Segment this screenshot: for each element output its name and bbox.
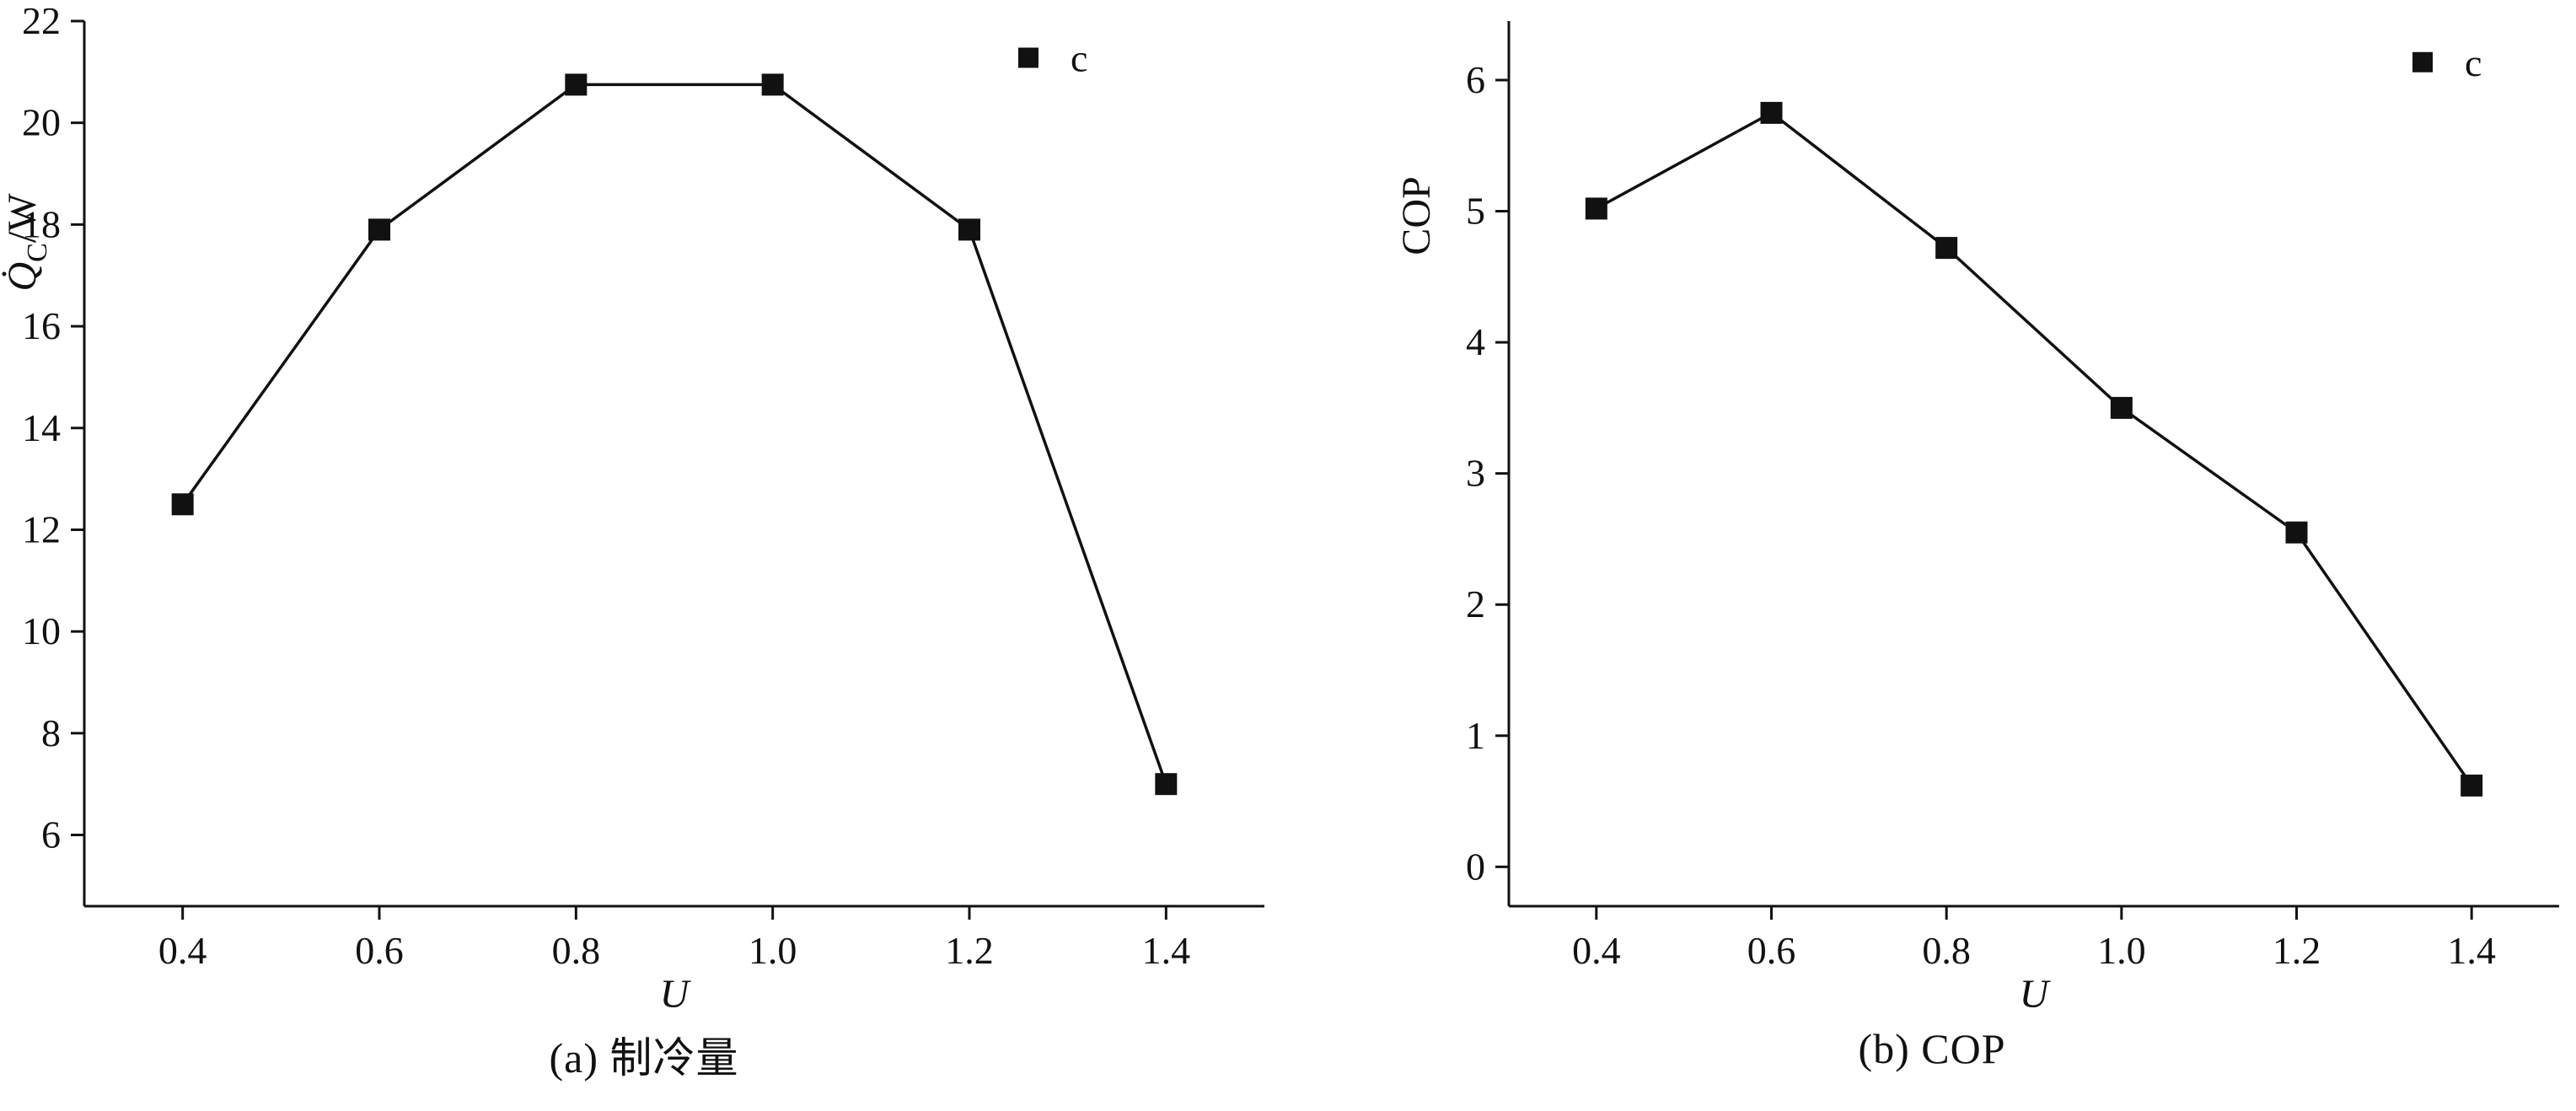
svg-text:16: 16 [22, 304, 61, 347]
svg-text:6: 6 [41, 813, 61, 856]
svg-text:1: 1 [1466, 714, 1485, 757]
svg-text:18: 18 [22, 202, 61, 245]
svg-text:20: 20 [22, 101, 61, 144]
svg-text:8: 8 [41, 711, 61, 754]
svg-text:2: 2 [1466, 582, 1485, 625]
svg-text:1.4: 1.4 [1142, 929, 1191, 972]
svg-text:COP: COP [1394, 176, 1439, 255]
legend-label-0: c [1071, 37, 1087, 80]
subfigure-cooling-capacity: 6 8 10 12 14 16 18 20 22 0.4 0.6 0.8 1.0 1.2 1.4 U Q̇C/W… [0, 0, 1264, 1081]
svg-text:5: 5 [1466, 190, 1485, 233]
svg-text:1.0: 1.0 [749, 929, 797, 972]
svg-text:0.8: 0.8 [1922, 929, 1971, 972]
svg-text:U: U [2020, 972, 2052, 1007]
svg-text:4: 4 [1466, 320, 1485, 363]
svg-text:0.6: 0.6 [355, 929, 404, 972]
svg-text:6: 6 [1466, 58, 1485, 101]
svg-text:22: 22 [22, 0, 61, 42]
svg-text:3: 3 [1466, 452, 1485, 495]
subfigure-cop: 0 1 2 3 4 5 6 0.4 0.6 0.8 1.0 1.2 1.4 U COP c (b) COP [1288, 0, 2576, 1111]
chart-cooling-capacity-canvas: 6 8 10 12 14 16 18 20 22 0.4 0.6 0.8 1.0 1.2 1.4 U Q̇C/W… [0, 0, 1264, 1007]
svg-text:0.6: 0.6 [1747, 929, 1796, 972]
svg-text:0.4: 0.4 [1572, 929, 1621, 972]
svg-text:0.8: 0.8 [552, 929, 601, 972]
svg-text:1.0: 1.0 [2097, 929, 2146, 972]
svg-text:1.4: 1.4 [2447, 929, 2496, 972]
svg-text:U: U [660, 972, 692, 1007]
svg-text:1.2: 1.2 [2273, 929, 2321, 972]
svg-text:0: 0 [1466, 845, 1485, 888]
caption-b: (b) COP [1858, 1025, 2006, 1072]
legend-marker-0 [1018, 47, 1038, 68]
legend-label-1: c [2465, 41, 2482, 84]
svg-text:10: 10 [22, 609, 61, 652]
svg-text:1.2: 1.2 [945, 929, 994, 972]
svg-text:Q̇C/W: Q̇C/W [0, 193, 53, 292]
caption-a: (a) 制冷量 [549, 1034, 739, 1081]
legend-marker-1 [2412, 51, 2434, 72]
svg-text:14: 14 [22, 406, 61, 449]
svg-text:0.4: 0.4 [158, 929, 207, 972]
chart-cop-canvas: 0 1 2 3 4 5 6 0.4 0.6 0.8 1.0 1.2 1.4 U COP c [1394, 21, 2559, 1007]
svg-text:12: 12 [22, 507, 61, 550]
